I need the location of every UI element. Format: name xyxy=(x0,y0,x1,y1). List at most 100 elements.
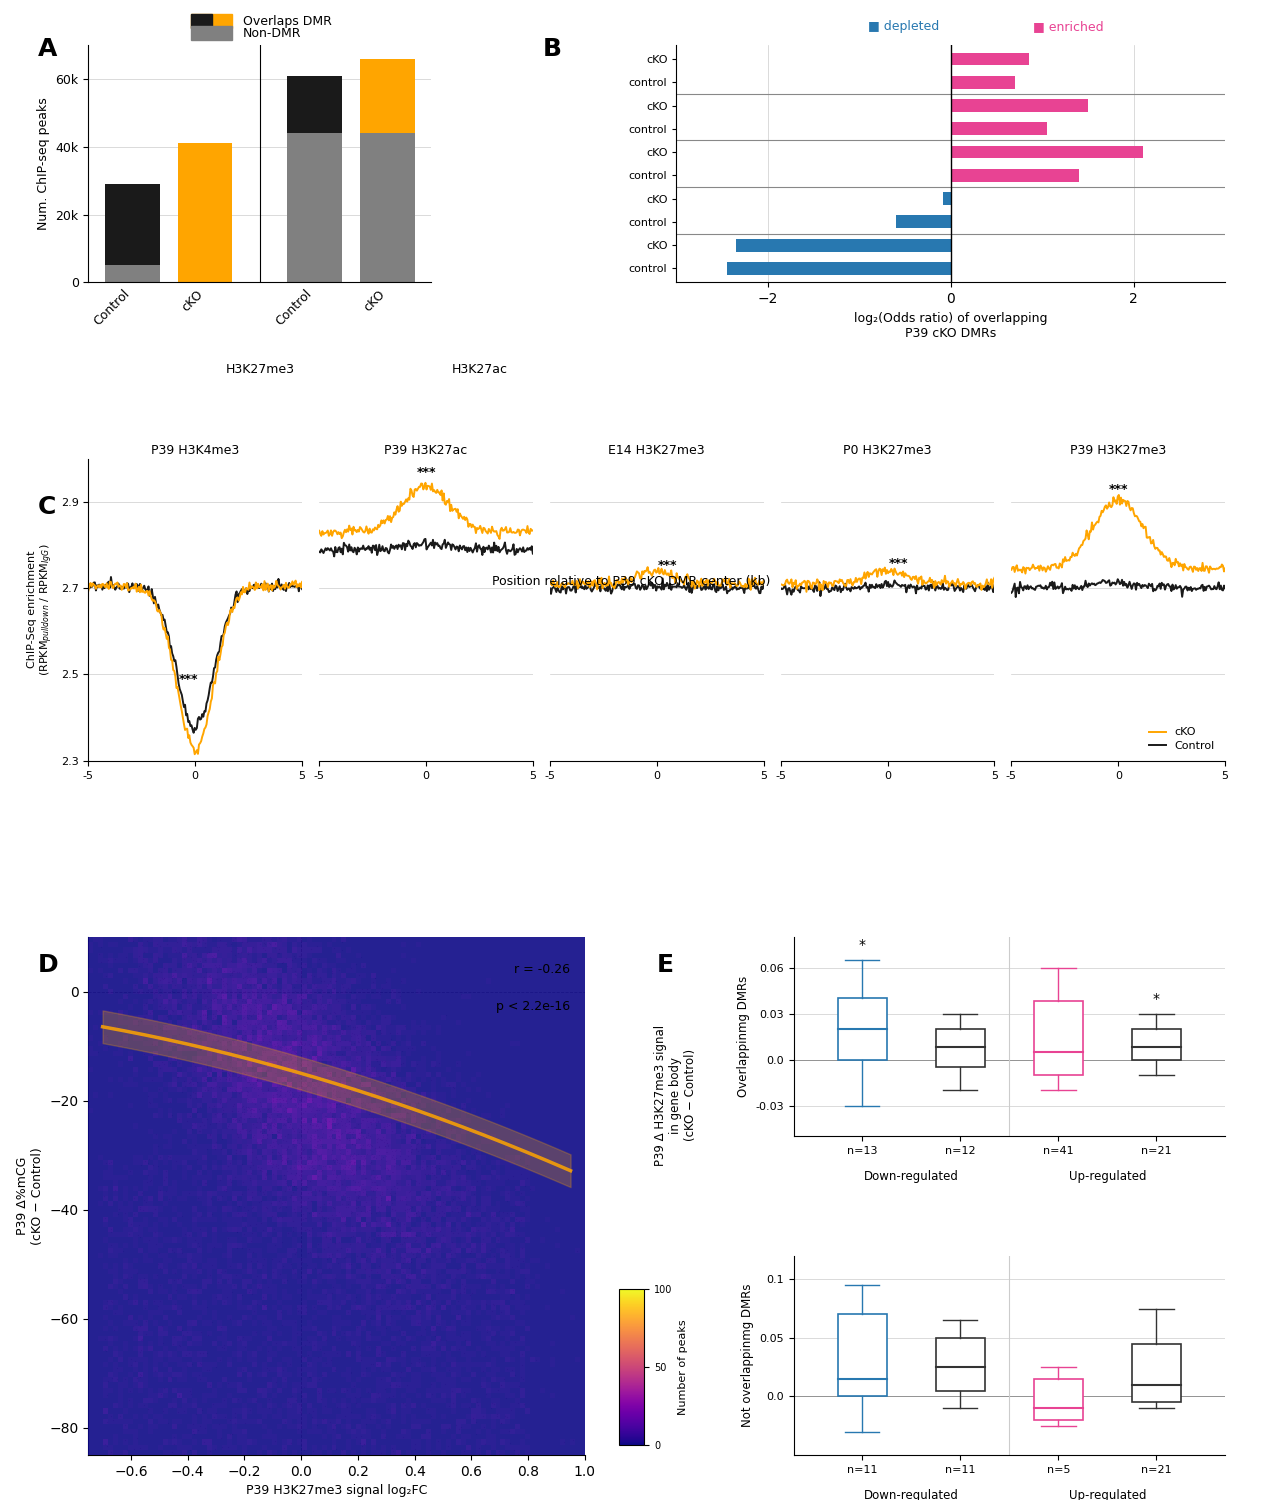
Point xyxy=(389,1374,409,1398)
Point xyxy=(189,1114,210,1138)
Point xyxy=(130,1224,150,1248)
Point xyxy=(259,1106,279,1130)
Point xyxy=(287,1053,307,1077)
Point xyxy=(256,1020,277,1044)
Point xyxy=(105,1178,125,1202)
Point xyxy=(307,1070,327,1094)
Point xyxy=(451,1272,471,1296)
Text: Overlaps DMR: Overlaps DMR xyxy=(242,15,332,28)
Point xyxy=(208,936,229,960)
Point xyxy=(446,1150,466,1174)
Point xyxy=(283,1054,303,1078)
Point xyxy=(249,988,269,1012)
Point xyxy=(275,1148,296,1172)
Point xyxy=(453,1278,474,1302)
Bar xyxy=(1132,1029,1181,1059)
Point xyxy=(177,984,197,1008)
Point xyxy=(208,1110,229,1134)
Point xyxy=(193,1341,213,1365)
Point xyxy=(96,1340,116,1364)
Point xyxy=(432,1161,452,1185)
Point xyxy=(323,1148,344,1172)
Point xyxy=(320,1070,340,1094)
Point xyxy=(158,988,178,1012)
Point xyxy=(186,1086,206,1110)
Point xyxy=(229,1058,249,1082)
Point xyxy=(447,1257,467,1281)
Point xyxy=(369,1238,389,1262)
Text: C: C xyxy=(38,495,57,519)
Point xyxy=(284,1128,304,1152)
Point xyxy=(380,1095,400,1119)
Point xyxy=(366,1185,386,1209)
Point xyxy=(422,1372,442,1396)
Point xyxy=(409,1186,429,1210)
Point xyxy=(345,1114,365,1138)
Point xyxy=(383,1191,403,1215)
Point xyxy=(220,963,240,987)
Point xyxy=(125,1348,145,1372)
Point xyxy=(205,988,225,1012)
Point xyxy=(284,1335,304,1359)
Point xyxy=(235,1014,255,1038)
Point xyxy=(217,1218,237,1242)
Point xyxy=(332,1192,352,1216)
Point xyxy=(258,1275,278,1299)
Point xyxy=(242,1197,263,1221)
Point xyxy=(298,1002,318,1026)
Point xyxy=(352,1059,373,1083)
Point xyxy=(476,1278,496,1302)
Point xyxy=(408,1090,428,1114)
Point xyxy=(181,1382,201,1406)
Point xyxy=(340,1150,360,1174)
Point xyxy=(336,1062,356,1086)
Point xyxy=(374,1080,394,1104)
Point xyxy=(352,1172,373,1196)
Point xyxy=(244,981,264,1005)
Point xyxy=(277,1136,297,1160)
Point xyxy=(272,1023,292,1047)
Point xyxy=(317,1074,337,1098)
Point xyxy=(119,1222,139,1246)
Point xyxy=(265,1013,285,1036)
Point xyxy=(340,1144,360,1168)
Point xyxy=(269,1142,289,1166)
Point xyxy=(182,968,202,992)
Point xyxy=(328,1019,349,1042)
Point xyxy=(467,1168,488,1192)
Point xyxy=(322,962,342,986)
Point xyxy=(368,1126,388,1150)
Point xyxy=(221,1084,241,1108)
Point xyxy=(258,1065,278,1089)
Point xyxy=(482,1299,503,1323)
Point xyxy=(301,938,321,962)
Point xyxy=(308,1024,328,1048)
Point xyxy=(342,1062,362,1086)
Point xyxy=(342,999,362,1023)
Point xyxy=(297,1074,317,1098)
Point xyxy=(145,1034,165,1058)
Point xyxy=(278,1090,298,1114)
Point xyxy=(317,1046,337,1070)
Point xyxy=(278,986,298,1010)
Point xyxy=(124,1437,144,1461)
Point xyxy=(279,982,299,1006)
Point xyxy=(274,981,294,1005)
Point xyxy=(222,1078,242,1102)
Point xyxy=(302,1149,322,1173)
Point xyxy=(298,1156,318,1180)
Point xyxy=(97,1290,117,1314)
Point xyxy=(171,1238,191,1262)
Point xyxy=(210,1066,230,1090)
Point xyxy=(251,978,272,1002)
Point xyxy=(317,1246,337,1270)
Point xyxy=(307,1118,327,1142)
Point xyxy=(350,1071,370,1095)
Point xyxy=(168,1334,188,1358)
Point xyxy=(116,1438,136,1462)
Point xyxy=(402,1296,422,1320)
Point xyxy=(284,1173,304,1197)
Point xyxy=(379,1372,399,1396)
Point xyxy=(362,1239,383,1263)
Point xyxy=(149,1242,169,1266)
